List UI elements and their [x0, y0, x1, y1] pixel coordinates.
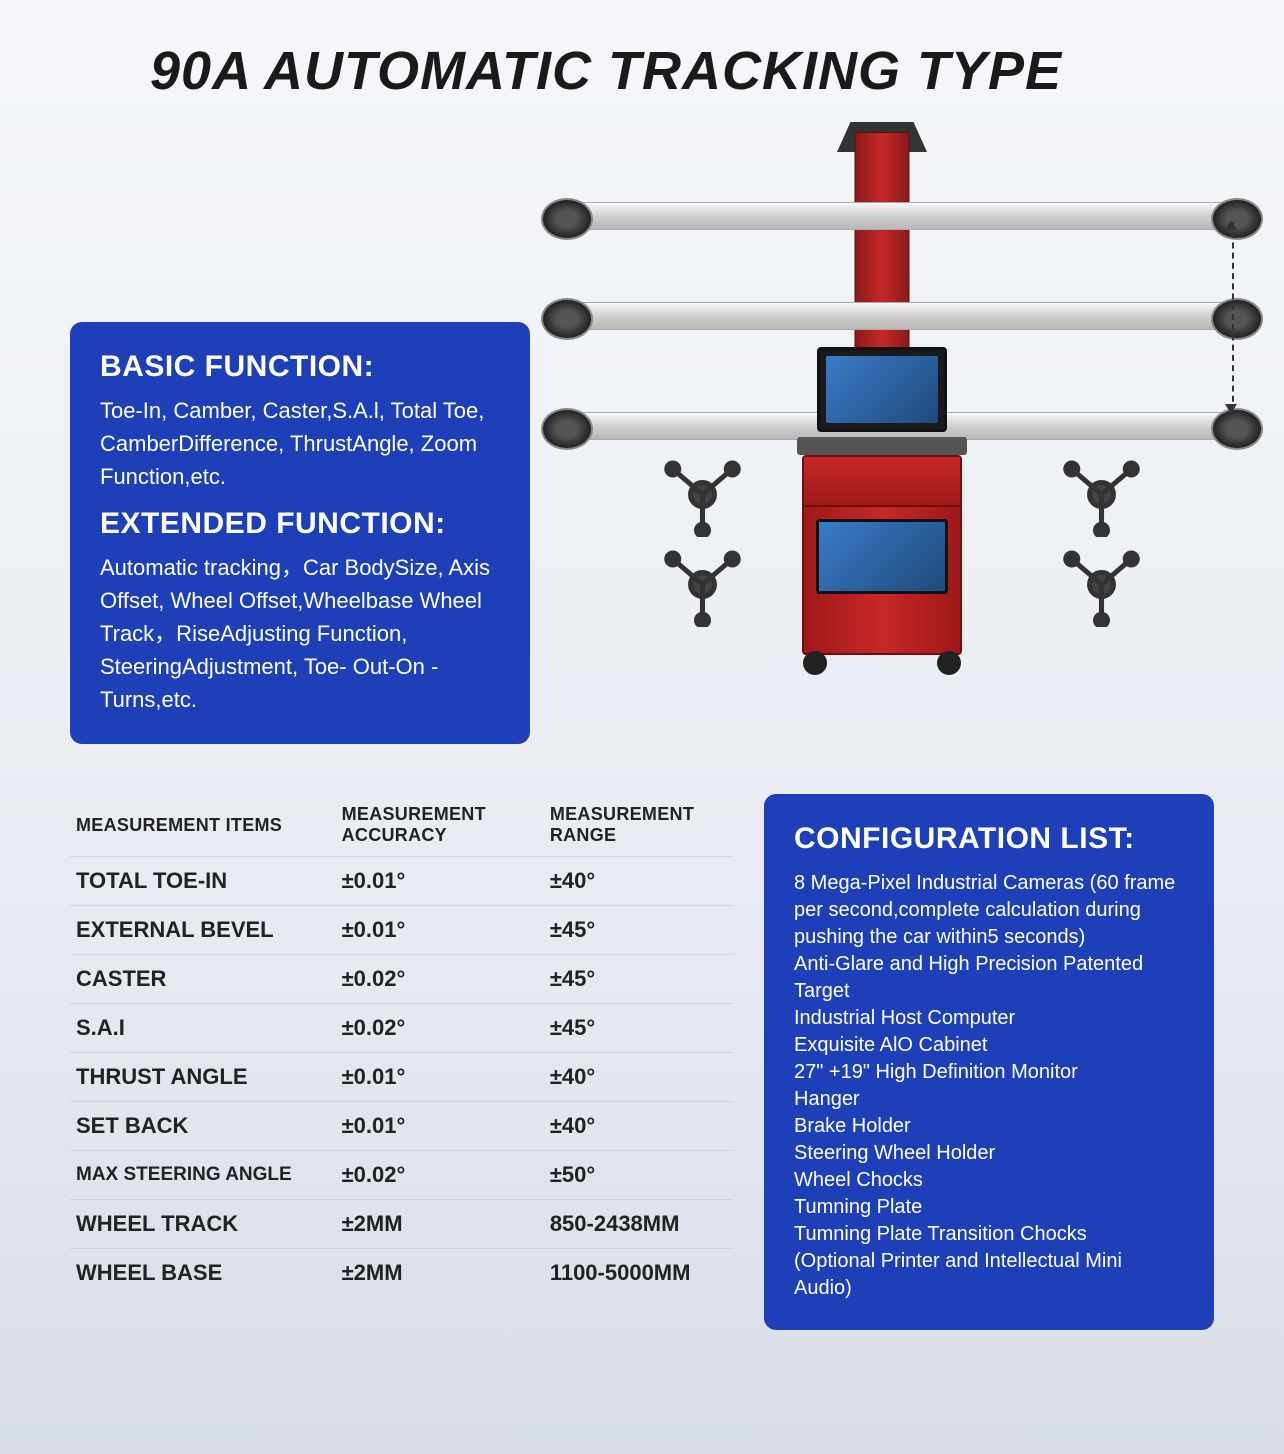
spec-item: TOTAL TOE-IN — [70, 857, 336, 906]
spec-accuracy: ±0.02° — [336, 1151, 544, 1200]
spec-accuracy: ±0.02° — [336, 955, 544, 1004]
spec-accuracy: ±0.01° — [336, 1102, 544, 1151]
wheel-clamp-icon — [1059, 542, 1144, 627]
spec-range: ±40° — [544, 1053, 734, 1102]
table-row: TOTAL TOE-IN±0.01°±40° — [70, 857, 734, 906]
extended-function-text: Automatic tracking，Car BodySize, Axis Of… — [100, 551, 500, 716]
spec-accuracy: ±0.01° — [336, 906, 544, 955]
spec-item: CASTER — [70, 955, 336, 1004]
spec-range: ±40° — [544, 857, 734, 906]
cabinet — [802, 455, 962, 655]
spec-item: THRUST ANGLE — [70, 1053, 336, 1102]
table-header-accuracy: MEASUREMENT ACCURACY — [336, 794, 544, 857]
spec-range: ±45° — [544, 1004, 734, 1053]
extended-function-heading: EXTENDED FUNCTION: — [100, 507, 500, 541]
configuration-box: CONFIGURATION LIST: 8 Mega-Pixel Industr… — [764, 794, 1214, 1330]
spec-item: SET BACK — [70, 1102, 336, 1151]
table-row: SET BACK±0.01°±40° — [70, 1102, 734, 1151]
spec-item: MAX STEERING ANGLE — [70, 1151, 336, 1200]
spec-item: S.A.I — [70, 1004, 336, 1053]
spec-range: 850-2438MM — [544, 1200, 734, 1249]
table-row: WHEEL TRACK±2MM850-2438MM — [70, 1200, 734, 1249]
table-header-items: MEASUREMENT ITEMS — [70, 794, 336, 857]
wheel-clamp-icon — [660, 542, 745, 627]
spec-range: ±50° — [544, 1151, 734, 1200]
configuration-text: 8 Mega-Pixel Industrial Cameras (60 fram… — [794, 870, 1184, 1302]
spec-table: MEASUREMENT ITEMS MEASUREMENT ACCURACY M… — [70, 794, 734, 1330]
table-row: WHEEL BASE±2MM1100-5000MM — [70, 1249, 734, 1298]
spec-range: ±40° — [544, 1102, 734, 1151]
table-row: MAX STEERING ANGLE±0.02°±50° — [70, 1151, 734, 1200]
height-arrow-icon — [1232, 222, 1234, 412]
basic-function-heading: BASIC FUNCTION: — [100, 350, 500, 384]
spec-accuracy: ±0.01° — [336, 857, 544, 906]
spec-accuracy: ±0.01° — [336, 1053, 544, 1102]
spec-accuracy: ±2MM — [336, 1249, 544, 1298]
table-row: EXTERNAL BEVEL±0.01°±45° — [70, 906, 734, 955]
spec-item: EXTERNAL BEVEL — [70, 906, 336, 955]
lower-section: MEASUREMENT ITEMS MEASUREMENT ACCURACY M… — [70, 794, 1214, 1330]
configuration-heading: CONFIGURATION LIST: — [794, 822, 1184, 856]
monitor-top — [817, 347, 947, 432]
table-header-range: MEASUREMENT RANGE — [544, 794, 734, 857]
spec-accuracy: ±2MM — [336, 1200, 544, 1249]
wheel-clamp-icon — [1059, 452, 1144, 537]
spec-item: WHEEL TRACK — [70, 1200, 336, 1249]
basic-function-text: Toe-In, Camber, Caster,S.A.l, Total Toe,… — [100, 394, 500, 493]
spec-item: WHEEL BASE — [70, 1249, 336, 1298]
spec-range: 1100-5000MM — [544, 1249, 734, 1298]
wheel-clamp-icon — [660, 452, 745, 537]
camera-rail-1 — [550, 202, 1254, 230]
machine-illustration — [550, 122, 1214, 722]
spec-range: ±45° — [544, 955, 734, 1004]
upper-section: BASIC FUNCTION: Toe-In, Camber, Caster,S… — [70, 122, 1214, 744]
camera-rail-2 — [550, 302, 1254, 330]
page-title: 90A AUTOMATIC TRACKING TYPE — [150, 40, 1214, 102]
cabinet-screen — [816, 519, 948, 594]
cabinet-drawer — [804, 457, 960, 507]
spec-range: ±45° — [544, 906, 734, 955]
table-row: CASTER±0.02°±45° — [70, 955, 734, 1004]
spec-accuracy: ±0.02° — [336, 1004, 544, 1053]
function-box: BASIC FUNCTION: Toe-In, Camber, Caster,S… — [70, 322, 530, 744]
keyboard — [797, 437, 967, 455]
table-row: THRUST ANGLE±0.01°±40° — [70, 1053, 734, 1102]
table-row: S.A.I±0.02°±45° — [70, 1004, 734, 1053]
cabinet-wheels — [797, 655, 967, 673]
